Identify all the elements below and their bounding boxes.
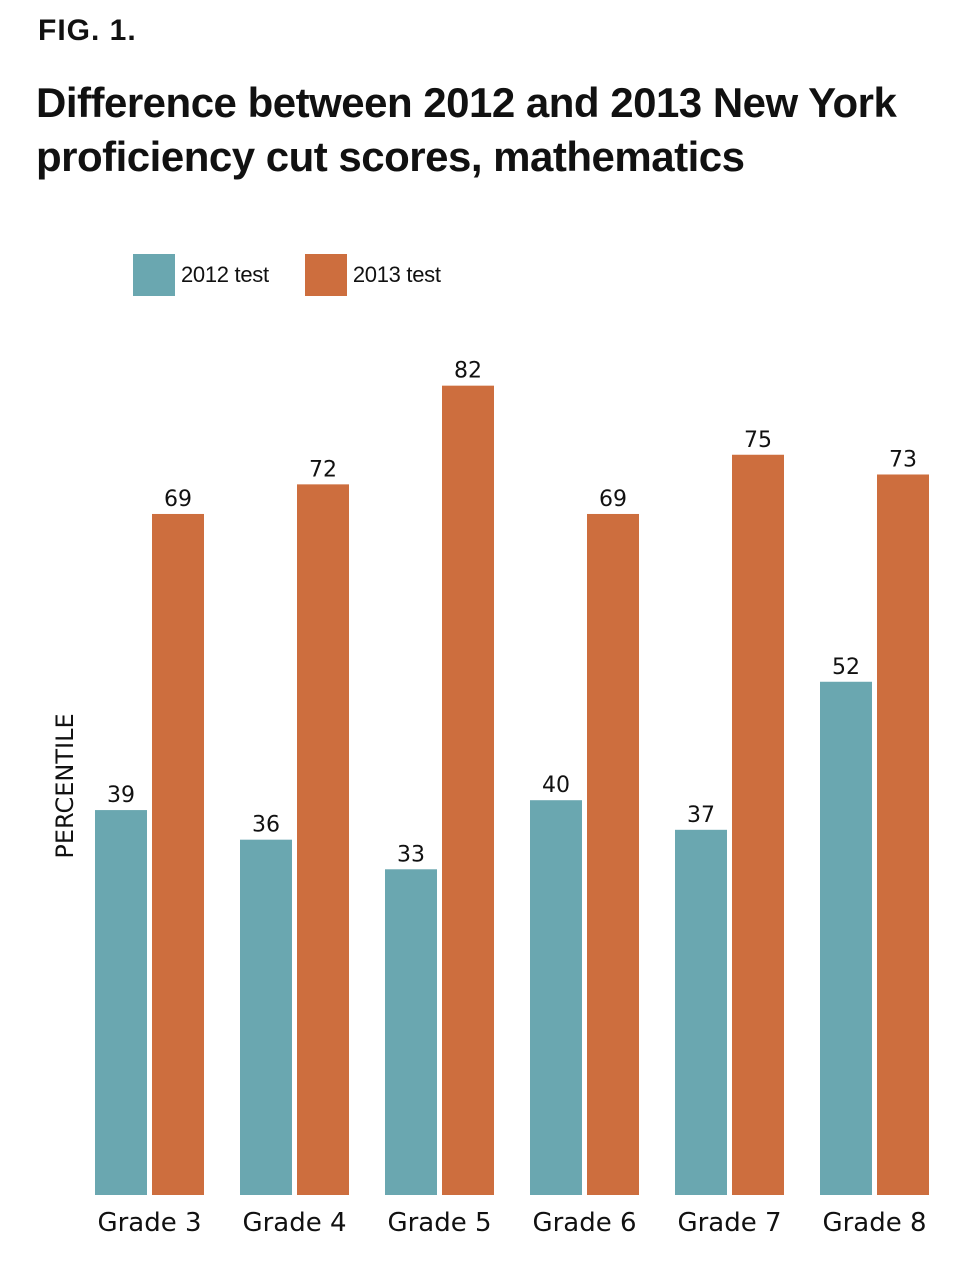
legend-swatch-2012 [133, 254, 175, 296]
category-label-grade-6: Grade 6 [532, 1208, 636, 1238]
chart-title: Difference between 2012 and 2013 New Yor… [36, 79, 897, 180]
bar-grade-7-2012 [675, 829, 727, 1195]
value-label-grade-7-2012: 37 [687, 803, 715, 828]
category-label-grade-3: Grade 3 [97, 1208, 201, 1238]
value-label-grade-6-2012: 40 [542, 773, 570, 798]
legend: 2012 test 2013 test [133, 254, 477, 296]
legend-label-2013: 2013 test [352, 262, 441, 287]
figure-label: FIG. 1. [38, 14, 137, 47]
value-label-grade-4-2013: 72 [309, 457, 337, 482]
value-label-grade-8-2013: 73 [889, 447, 917, 472]
value-label-grade-7-2013: 75 [744, 428, 772, 453]
bar-grade-3-2012 [95, 810, 147, 1195]
category-label-grade-7: Grade 7 [677, 1208, 781, 1238]
category-label-grade-4: Grade 4 [242, 1208, 346, 1238]
value-label-grade-5-2012: 33 [397, 842, 425, 867]
category-label-grade-8: Grade 8 [822, 1208, 926, 1238]
legend-item-2013: 2013 test [304, 254, 441, 296]
bar-grade-6-2012 [530, 800, 582, 1195]
bar-grade-5-2012 [385, 869, 437, 1195]
bars-layer: 39 69 Grade 3 36 72 Grade 4 33 82 Grade 5 40 69 Gra… [95, 359, 929, 1238]
value-label-grade-3-2013: 69 [164, 487, 192, 512]
value-label-grade-3-2012: 39 [107, 783, 135, 808]
legend-label-2012: 2012 test [181, 262, 269, 287]
y-axis-label: PERCENTILE [51, 713, 79, 858]
bar-grade-6-2013 [587, 513, 639, 1195]
value-label-grade-5-2013: 82 [454, 359, 482, 384]
value-label-grade-8-2012: 52 [832, 655, 860, 680]
legend-swatch-2013 [304, 254, 347, 296]
bar-grade-8-2012 [820, 681, 872, 1195]
value-label-grade-4-2012: 36 [252, 813, 280, 838]
category-label-grade-5: Grade 5 [387, 1208, 491, 1238]
bar-grade-7-2013 [732, 454, 784, 1195]
bar-grade-4-2012 [240, 839, 292, 1195]
bar-grade-3-2013 [152, 513, 204, 1195]
value-label-grade-6-2013: 69 [599, 487, 627, 512]
legend-item-2012: 2012 test [133, 254, 269, 296]
bar-grade-4-2013 [297, 484, 349, 1195]
bar-grade-8-2013 [877, 474, 929, 1195]
bar-grade-5-2013 [442, 385, 494, 1195]
